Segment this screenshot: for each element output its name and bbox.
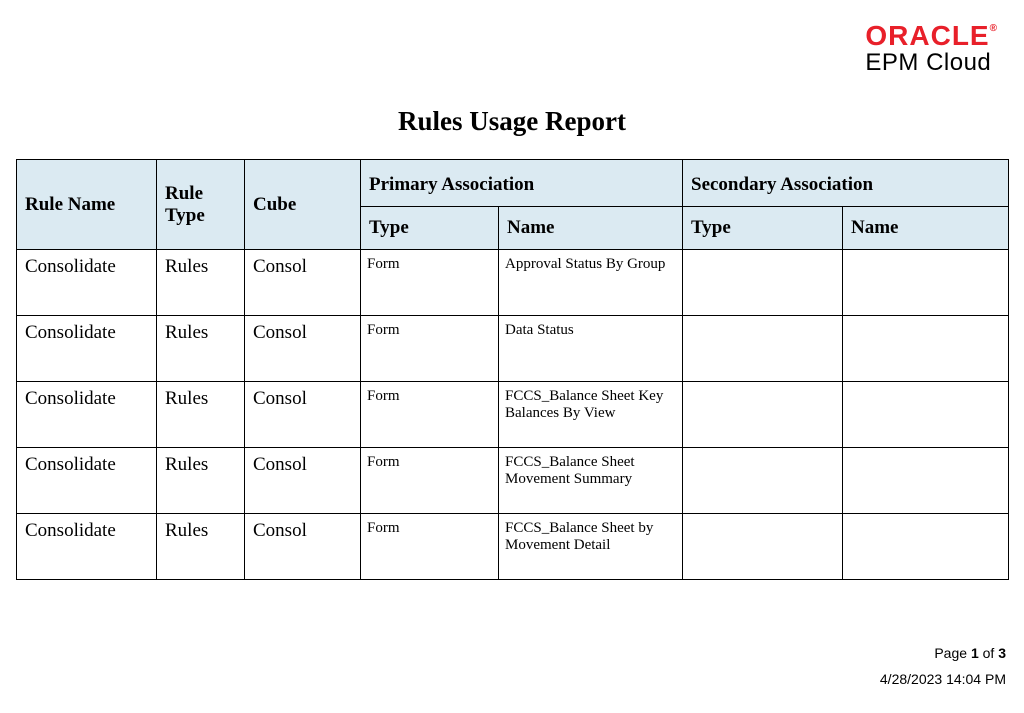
cell-primary-name: Data Status (499, 316, 683, 382)
rules-usage-table: Rule Name Rule Type Cube Primary Associa… (16, 159, 1009, 580)
cell-cube: Consol (245, 514, 361, 580)
cell-cube: Consol (245, 316, 361, 382)
page-total: 3 (998, 645, 1006, 661)
cell-rule-type: Rules (157, 316, 245, 382)
cell-secondary-name (843, 514, 1009, 580)
col-cube: Cube (245, 160, 361, 250)
cell-primary-type: Form (361, 382, 499, 448)
cell-rule-name: Consolidate (17, 316, 157, 382)
col-secondary-type: Type (683, 207, 843, 250)
table-row: Consolidate Rules Consol Form FCCS_Balan… (17, 448, 1009, 514)
cell-rule-type: Rules (157, 448, 245, 514)
cell-secondary-type (683, 448, 843, 514)
cell-rule-name: Consolidate (17, 250, 157, 316)
cell-primary-name: FCCS_Balance Sheet Movement Summary (499, 448, 683, 514)
col-rule-name: Rule Name (17, 160, 157, 250)
cell-primary-type: Form (361, 448, 499, 514)
cell-secondary-name (843, 382, 1009, 448)
col-secondary-association: Secondary Association (683, 160, 1009, 207)
col-rule-type: Rule Type (157, 160, 245, 250)
page-label-pre: Page (934, 645, 971, 661)
brand-product: EPM Cloud (865, 50, 998, 76)
cell-secondary-type (683, 316, 843, 382)
page-current: 1 (971, 645, 979, 661)
brand-name: ORACLE® (865, 22, 998, 50)
cell-primary-type: Form (361, 316, 499, 382)
cell-primary-name: Approval Status By Group (499, 250, 683, 316)
timestamp: 4/28/2023 14:04 PM (880, 666, 1006, 693)
cell-secondary-name (843, 448, 1009, 514)
cell-primary-type: Form (361, 514, 499, 580)
cell-rule-type: Rules (157, 382, 245, 448)
cell-secondary-name (843, 250, 1009, 316)
cell-rule-type: Rules (157, 514, 245, 580)
cell-rule-name: Consolidate (17, 514, 157, 580)
col-primary-type: Type (361, 207, 499, 250)
table-row: Consolidate Rules Consol Form Data Statu… (17, 316, 1009, 382)
cell-cube: Consol (245, 448, 361, 514)
cell-secondary-type (683, 250, 843, 316)
page-label-mid: of (979, 645, 998, 661)
cell-rule-name: Consolidate (17, 382, 157, 448)
cell-secondary-type (683, 382, 843, 448)
col-primary-association: Primary Association (361, 160, 683, 207)
table-row: Consolidate Rules Consol Form FCCS_Balan… (17, 382, 1009, 448)
cell-rule-name: Consolidate (17, 448, 157, 514)
col-primary-name: Name (499, 207, 683, 250)
brand-block: ORACLE® EPM Cloud (865, 22, 998, 76)
cell-rule-type: Rules (157, 250, 245, 316)
footer: Page 1 of 3 4/28/2023 14:04 PM (880, 640, 1006, 693)
brand-registered: ® (990, 23, 998, 34)
cell-secondary-type (683, 514, 843, 580)
table-body: Consolidate Rules Consol Form Approval S… (17, 250, 1009, 580)
table-row: Consolidate Rules Consol Form Approval S… (17, 250, 1009, 316)
cell-primary-name: FCCS_Balance Sheet Key Balances By View (499, 382, 683, 448)
page-indicator: Page 1 of 3 (880, 640, 1006, 667)
cell-primary-name: FCCS_Balance Sheet by Movement Detail (499, 514, 683, 580)
cell-cube: Consol (245, 382, 361, 448)
page-title: Rules Usage Report (16, 106, 1008, 137)
table-row: Consolidate Rules Consol Form FCCS_Balan… (17, 514, 1009, 580)
brand-name-text: ORACLE (865, 20, 989, 51)
cell-cube: Consol (245, 250, 361, 316)
cell-secondary-name (843, 316, 1009, 382)
cell-primary-type: Form (361, 250, 499, 316)
col-secondary-name: Name (843, 207, 1009, 250)
